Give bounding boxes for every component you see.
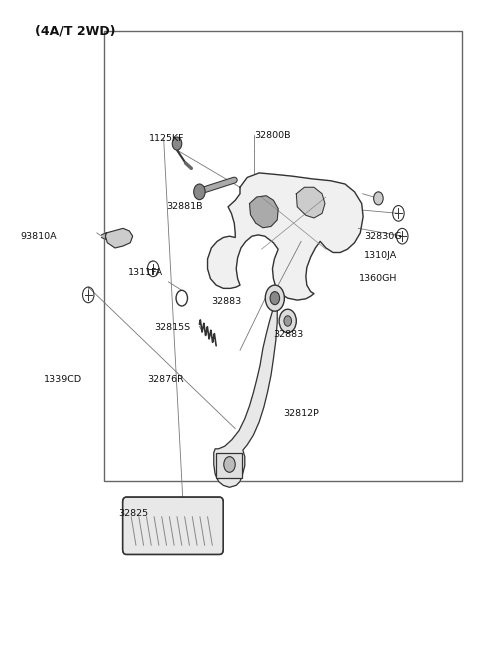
Circle shape bbox=[194, 184, 205, 200]
Text: 32883: 32883 bbox=[274, 329, 304, 339]
Bar bbox=[104, 31, 462, 481]
Polygon shape bbox=[214, 288, 277, 487]
Text: (4A/T 2WD): (4A/T 2WD) bbox=[35, 24, 115, 37]
Text: 1125KF: 1125KF bbox=[149, 134, 185, 143]
Text: 1360GH: 1360GH bbox=[360, 274, 398, 283]
Circle shape bbox=[172, 137, 182, 150]
Circle shape bbox=[284, 316, 291, 326]
Text: 32883: 32883 bbox=[211, 297, 241, 306]
Polygon shape bbox=[207, 173, 363, 300]
Circle shape bbox=[224, 457, 235, 472]
Bar bbox=[216, 453, 242, 477]
Text: 1311FA: 1311FA bbox=[128, 267, 163, 276]
Circle shape bbox=[279, 309, 296, 333]
FancyBboxPatch shape bbox=[122, 497, 223, 555]
Text: 1339CD: 1339CD bbox=[44, 375, 83, 384]
Circle shape bbox=[270, 291, 280, 305]
Text: 32800B: 32800B bbox=[254, 130, 291, 140]
Polygon shape bbox=[296, 187, 325, 218]
Text: 32825: 32825 bbox=[118, 509, 148, 518]
Circle shape bbox=[373, 192, 383, 205]
Text: 1310JA: 1310JA bbox=[364, 252, 397, 260]
Polygon shape bbox=[102, 233, 106, 240]
Text: 32815S: 32815S bbox=[154, 323, 190, 332]
Polygon shape bbox=[106, 229, 132, 248]
Text: 32876R: 32876R bbox=[147, 375, 184, 384]
Text: 32881B: 32881B bbox=[166, 202, 203, 212]
Text: 32830G: 32830G bbox=[364, 232, 402, 240]
Text: 93810A: 93810A bbox=[21, 232, 57, 240]
Polygon shape bbox=[250, 196, 278, 228]
Circle shape bbox=[265, 285, 284, 311]
Text: 32812P: 32812P bbox=[283, 409, 319, 418]
